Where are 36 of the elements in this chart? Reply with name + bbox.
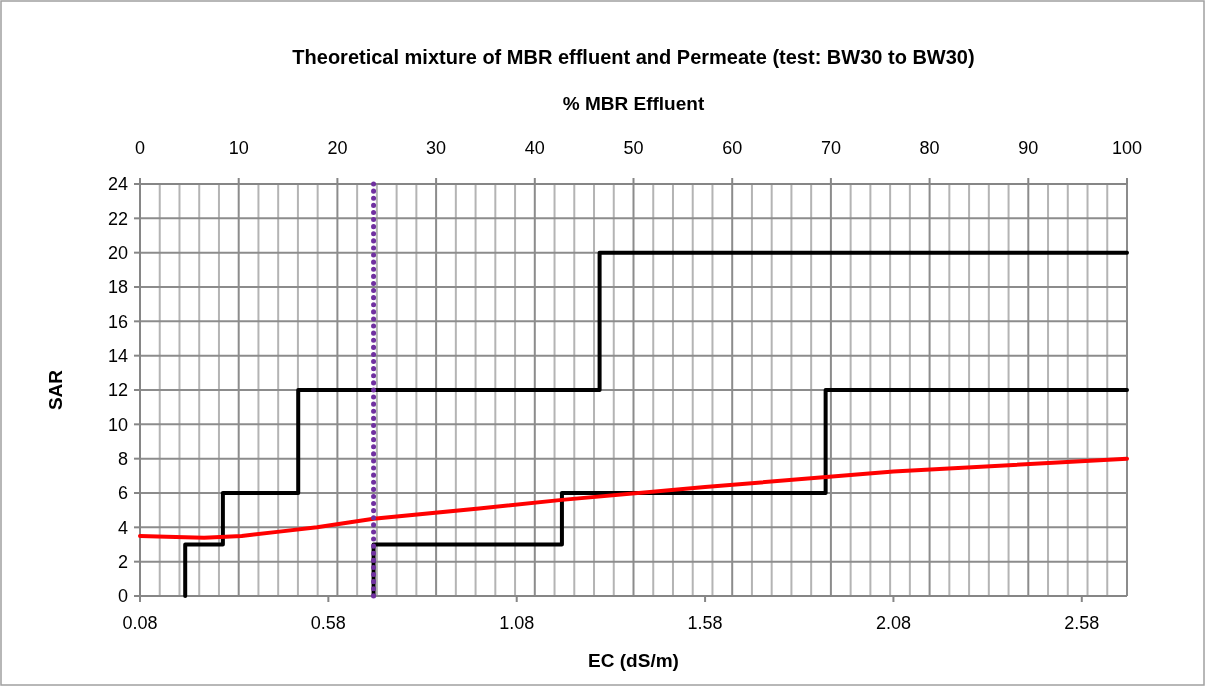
y-tick-label: 4 [117,517,128,538]
x-tick-label: 1.08 [499,613,535,633]
x2-tick-label: 0 [134,138,146,158]
x2-tick-label: 20 [327,138,348,158]
chart-title: Theoretical mixture of MBR effluent and Permeate (test: BW30 to BW30) [292,46,975,68]
y-tick-label: 20 [107,242,128,263]
y-tick-label: 6 [117,483,128,504]
y-tick-label: 24 [107,174,128,195]
x2-tick-label: 50 [623,138,644,158]
x2-tick-label: 40 [524,138,545,158]
x-tick-label: 0.58 [310,613,346,633]
x2-tick-label: 60 [722,138,743,158]
x-axis-title: EC (dS/m) [588,650,679,671]
x2-axis-title: % MBR Effluent [562,93,705,114]
x2-tick-label: 90 [1018,138,1039,158]
y-tick-label: 12 [107,380,128,401]
line-series [183,250,1129,598]
y-tick-label: 10 [107,414,128,435]
x2-tick-label: 30 [426,138,447,158]
y-tick-label: 16 [107,311,128,332]
x2-tick-label: 70 [820,138,841,158]
y-tick-label: 2 [117,551,128,572]
y-tick-label: 0 [117,586,128,607]
y-tick-label: 18 [107,277,128,298]
y-axis-title: SAR [45,369,66,411]
x-tick-label: 2.58 [1064,613,1100,633]
x-tick-label: 0.08 [122,613,158,633]
y-tick-label: 22 [107,208,128,229]
x2-tick-label: 10 [228,138,249,158]
x-tick-label: 1.58 [687,613,723,633]
y-tick-label: 14 [107,345,128,366]
x-tick-label: 2.08 [875,613,911,633]
x2-tick-label: 100 [1111,138,1143,158]
line-series [138,456,1129,540]
x2-tick-label: 80 [919,138,940,158]
y-tick-label: 8 [117,448,128,469]
